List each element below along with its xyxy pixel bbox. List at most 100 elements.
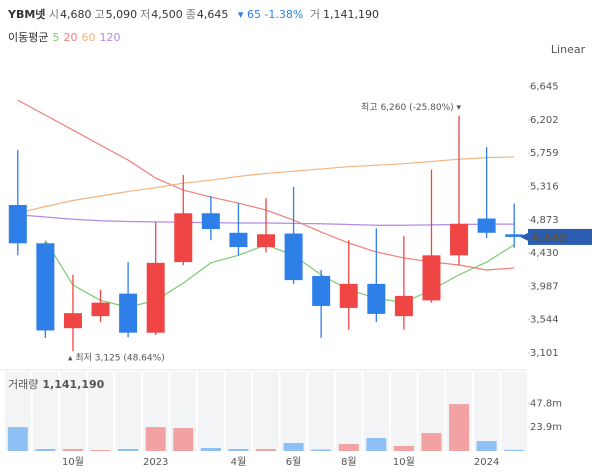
candle-body: [146, 262, 165, 333]
candle-body: [8, 204, 27, 244]
change: ▾ 65 -1.38%: [237, 8, 304, 21]
volume-bar: [200, 448, 221, 451]
volume-column: [391, 372, 417, 451]
candle-body: [312, 275, 331, 306]
volume-bar: [366, 438, 387, 451]
volume-column: [280, 372, 307, 451]
candle-body: [36, 243, 55, 331]
candle-body: [229, 232, 248, 248]
volume-bar: [421, 433, 442, 451]
candle-body: [505, 234, 524, 237]
ma-legend-item: 60: [81, 31, 95, 44]
candle-body: [339, 283, 358, 308]
last-price-box: [528, 228, 592, 245]
field-label: 저: [140, 8, 151, 21]
x-tick-label: 8월: [341, 456, 357, 468]
candle-body: [422, 255, 441, 301]
field-label: 시: [48, 8, 60, 21]
volume-bar: [283, 443, 304, 451]
x-tick-label: 6월: [286, 456, 302, 468]
volume-title-label: 거래량: [8, 378, 38, 391]
volume-bar: [7, 427, 28, 451]
volume: 1,141,190: [322, 8, 379, 21]
field-value: 4,500: [151, 8, 183, 21]
y-tick-label: 6,202: [530, 115, 559, 126]
x-tick-label: 4월: [231, 456, 247, 468]
volume-title: 거래량 1,141,190: [8, 378, 105, 391]
candle-body: [174, 213, 193, 263]
volume-tick-label: 23.9m: [530, 422, 562, 433]
y-tick-label: 3,544: [530, 315, 559, 326]
volume-bar: [311, 449, 332, 451]
field-label: 종: [185, 8, 196, 21]
last-price-label: 4,645: [532, 231, 567, 244]
field-value: 5,090: [105, 8, 138, 21]
ma-legend-item: 20: [63, 31, 77, 44]
volume-column: [115, 372, 141, 451]
candle-body: [63, 313, 82, 329]
volume-column: [473, 372, 500, 451]
volume-bar: [476, 441, 497, 451]
volume-column: [501, 372, 527, 451]
volume-bar: [256, 449, 276, 451]
y-tick-label: 4,430: [530, 248, 559, 259]
ma-legend-title: 이동평균: [8, 31, 48, 44]
x-tick-label: 10월: [393, 456, 415, 468]
volume-bar: [62, 449, 83, 451]
x-tick-label: 10월: [62, 456, 84, 468]
candle-body: [201, 213, 220, 230]
y-tick-label: 4,873: [530, 215, 559, 226]
y-tick-label: 3,101: [530, 348, 559, 359]
candle-body: [450, 223, 469, 256]
candle-body: [284, 233, 303, 281]
last-price-marker: [520, 232, 528, 241]
candle-body: [367, 283, 386, 314]
field-value: 4,645: [196, 8, 229, 21]
candle-body: [394, 295, 413, 317]
header: YBM넷 시4,680 고5,090 저4,500 종4,645 ▾ 65 -1.38…: [8, 6, 382, 22]
volume-bar: [118, 449, 139, 451]
volume-label: 거: [309, 8, 320, 21]
annotation: ▴ 최저 3,125 (48.64%): [68, 353, 165, 364]
volume-column: [87, 372, 114, 451]
y-tick-label: 3,987: [530, 281, 559, 292]
y-tick-label: 5,316: [530, 182, 559, 193]
volume-column: [363, 372, 390, 451]
candle-body: [477, 218, 496, 233]
volume-column: [32, 372, 59, 451]
x-tick-label: 2023: [143, 457, 168, 468]
volume-bar: [504, 449, 525, 451]
candle-body: [257, 234, 275, 248]
volume-bar: [173, 428, 194, 451]
candle-body: [119, 293, 138, 333]
volume-column: [225, 372, 252, 451]
volume-bar: [338, 444, 359, 451]
volume-bar: [145, 427, 166, 451]
ma-line: [44, 239, 515, 308]
ma-line: [17, 156, 515, 214]
annotation: 최고 6,260 (-25.80%) ▾: [361, 102, 461, 113]
fields: 시4,680 고5,090 저4,500 종4,645: [49, 8, 232, 21]
x-tick-label: 2024: [474, 457, 499, 468]
volume-bar: [393, 446, 414, 451]
y-tick-label: 6,645: [530, 82, 559, 93]
field-label: 고: [94, 8, 105, 21]
ma-legend-item: 5: [52, 31, 59, 44]
y-tick-label: 5,759: [530, 148, 559, 159]
field-value: 4,680: [60, 8, 92, 21]
volume-column: [335, 372, 362, 451]
volume-bar: [449, 404, 470, 451]
volume-tick-label: 47.8m: [530, 398, 562, 409]
volume-title-value: 1,141,190: [42, 378, 104, 391]
scale-label: Linear: [551, 43, 586, 56]
volume-bar: [90, 450, 111, 451]
ma-legend: 이동평균 5 20 60 120: [8, 31, 120, 44]
volume-column: [60, 372, 86, 451]
volume-column: [308, 372, 334, 451]
volume-bar: [228, 449, 249, 451]
volume-column: [198, 372, 224, 451]
volume-bar: [35, 449, 56, 451]
ma-legend-item: 120: [99, 31, 120, 44]
